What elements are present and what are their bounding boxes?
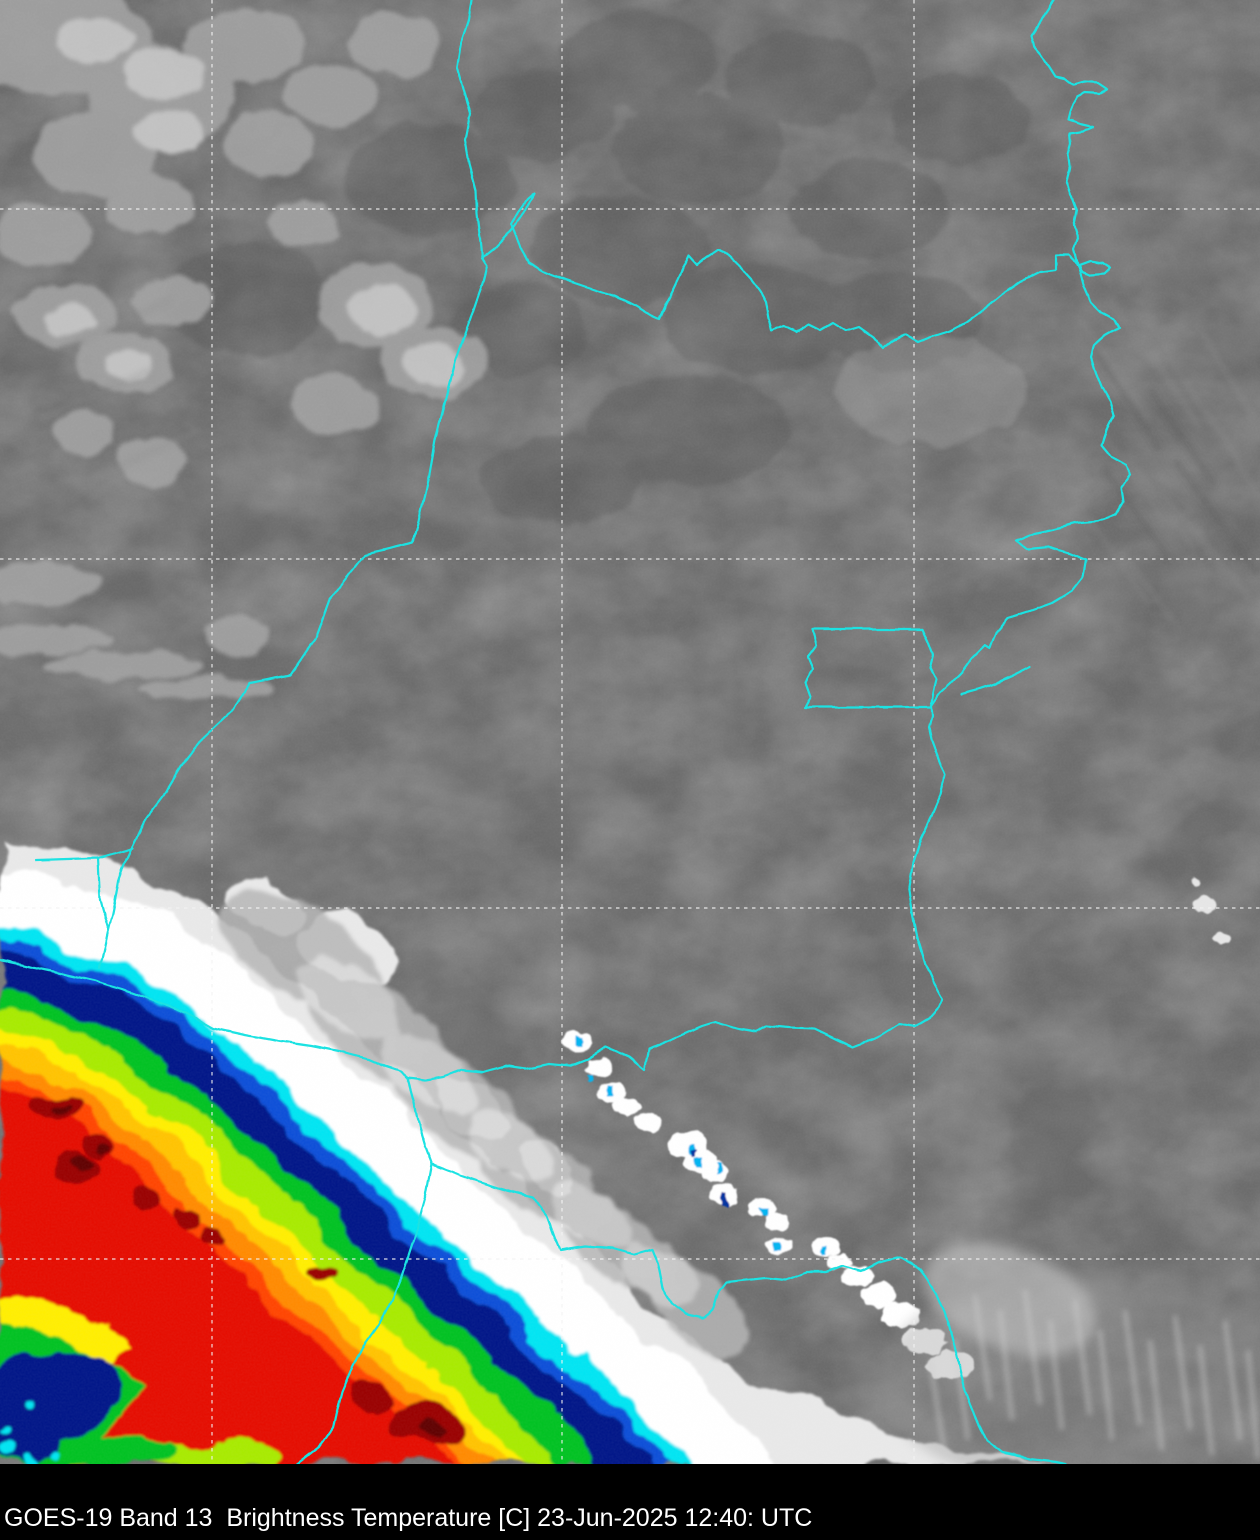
border-branch-southeast (430, 1162, 1068, 1464)
border-central-eastwest (526, 247, 1081, 351)
border-south-eastwest (406, 997, 945, 1082)
caption-text: GOES-19 Band 13 Brightness Temperature [… (4, 1504, 813, 1532)
border-east-river-south (907, 266, 1133, 1001)
border-hairpin-spur (480, 191, 536, 264)
border-east-river-north (1030, 0, 1109, 270)
border-lake-eye (1077, 259, 1112, 277)
border-branch-right (959, 665, 1032, 696)
border-rectangle-left-bottom (803, 627, 932, 709)
satellite-map-canvas (0, 0, 1260, 1464)
border-rectangle-right (920, 627, 938, 705)
film-grain (0, 0, 1260, 1464)
border-west-hook (35, 846, 135, 930)
border-southwest-line (0, 958, 434, 1166)
border-branch-southwest (295, 1162, 434, 1464)
border-west-river (98, 0, 489, 970)
graticule-gridlines (0, 0, 1260, 1464)
map-boundaries (0, 0, 1133, 1464)
satellite-image (0, 0, 1260, 1464)
caption-bar: GOES-19 Band 13 Brightness Temperature [… (0, 1464, 1260, 1540)
